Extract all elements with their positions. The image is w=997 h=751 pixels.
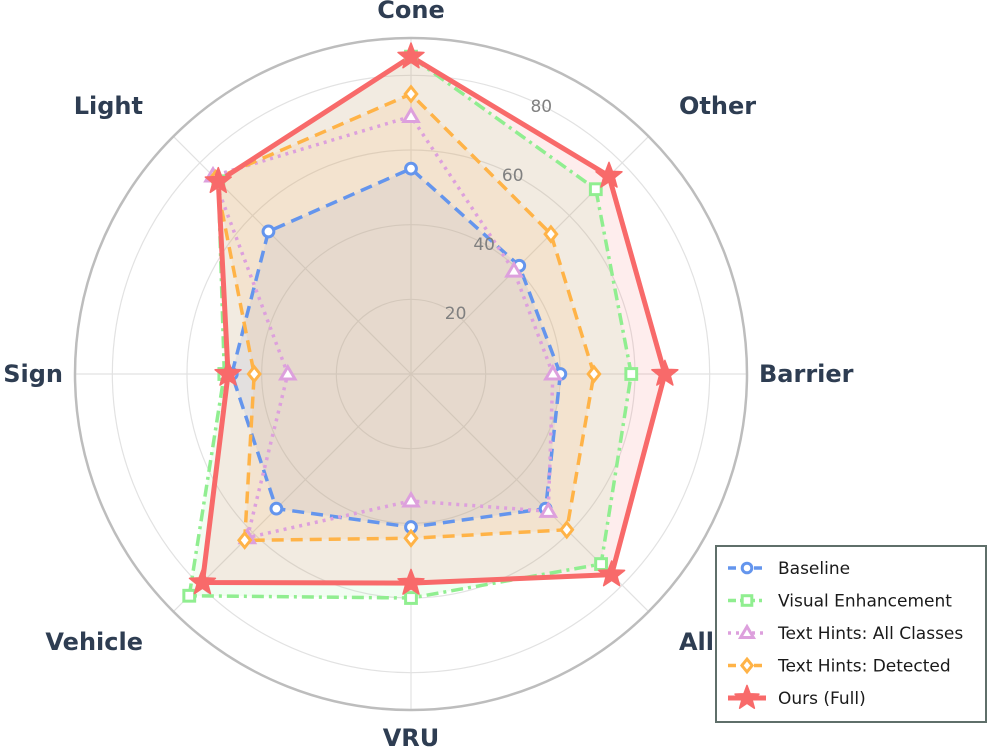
point-text-hints-all-classes-all (538, 501, 559, 518)
axis-labels: Barrier Other Cone Light Sign Vehicle VRU All (3, 0, 853, 751)
legend-label-text-hints-all-classes: Text Hints: All Classes (777, 624, 963, 644)
point-text-hints-all-classes-other (504, 260, 524, 278)
point-visual-enhancement-other (588, 182, 603, 197)
axis-label-all: All (679, 628, 714, 656)
point-text-hints-detected-vehicle (237, 530, 253, 550)
legend: Baseline Visual Enhancement Text Hints: Al… (715, 545, 987, 723)
legend-marker-text-hints-detected (739, 656, 755, 675)
point-visual-enhancement-all (594, 557, 608, 571)
tick-label: 80 (530, 97, 552, 117)
tick-label: 20 (445, 304, 467, 324)
outer-ring (73, 36, 749, 712)
axis-label-sign: Sign (3, 360, 63, 388)
legend-label-ours-full: Ours (Full) (778, 689, 866, 709)
axis-label-vehicle: Vehicle (45, 628, 143, 656)
point-baseline-light (261, 224, 276, 239)
point-ours-full-sign (214, 359, 242, 386)
point-ours-full-cone (397, 42, 425, 69)
legend-label-visual-enhancement: Visual Enhancement (778, 592, 952, 612)
tick-label: 60 (502, 166, 524, 186)
point-text-hints-detected-sign (246, 364, 262, 384)
grid-spoke (172, 373, 412, 613)
axis-label-light: Light (74, 92, 143, 120)
legend-marker-baseline (740, 561, 754, 575)
radial-tick-labels: 20 40 60 80 (445, 97, 552, 324)
point-baseline-cone (404, 161, 418, 176)
point-ours-full-vehicle (188, 568, 217, 595)
series-fill-visual-enhancement (189, 56, 632, 598)
axis-label-barrier: Barrier (759, 360, 854, 388)
series-markers (182, 42, 679, 605)
point-text-hints-all-classes-barrier (543, 363, 563, 381)
legend-marker-visual-enhancement (740, 594, 754, 607)
legend-marker-text-hints-all-classes (737, 623, 757, 639)
point-ours-full-light (204, 166, 233, 194)
point-baseline-vehicle (269, 501, 284, 516)
point-ours-full-vru (397, 568, 425, 595)
point-text-hints-detected-vru (403, 528, 419, 548)
point-text-hints-all-classes-vru (401, 490, 421, 508)
point-text-hints-detected-all (559, 520, 575, 540)
point-ours-full-all (597, 560, 626, 587)
point-text-hints-detected-barrier (586, 364, 602, 384)
axis-label-cone: Cone (377, 0, 444, 24)
series-fill-baseline (231, 168, 561, 528)
legend-label-text-hints-detected: Text Hints: Detected (777, 657, 951, 677)
grid (73, 36, 749, 712)
point-text-hints-detected-cone (403, 84, 419, 104)
legend-label-baseline: Baseline (778, 559, 850, 579)
axis-label-vru: VRU (383, 724, 440, 751)
point-text-hints-all-classes-sign (277, 363, 298, 381)
point-visual-enhancement-vehicle (182, 588, 197, 603)
series-line-baseline (230, 166, 563, 529)
series-line-text-hints-detected (213, 92, 596, 543)
point-visual-enhancement-vru (404, 591, 418, 605)
point-text-hints-detected-other (543, 224, 559, 244)
tick-label: 40 (473, 235, 495, 255)
point-ours-full-barrier (651, 359, 679, 386)
axis-label-other: Other (679, 92, 756, 120)
point-text-hints-all-classes-cone (401, 106, 421, 123)
point-ours-full-other (595, 161, 623, 188)
series-fill-text-hints-detected (215, 94, 594, 541)
point-visual-enhancement-barrier (624, 367, 639, 381)
legend-marker-ours-full (734, 684, 760, 709)
